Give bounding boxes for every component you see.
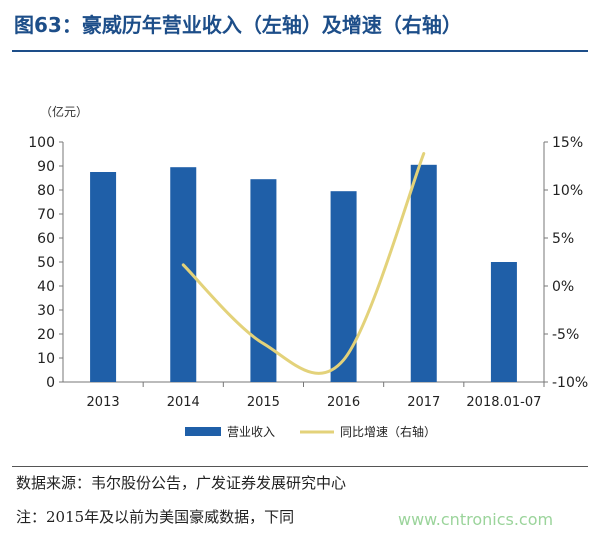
- y-left-tick-label: 10: [37, 351, 55, 367]
- y-right-tick-label: -5%: [552, 327, 579, 343]
- y-left-tick-label: 70: [37, 207, 55, 223]
- revenue-bar: [330, 191, 357, 382]
- revenue-bar: [250, 179, 277, 382]
- x-tick-label: 2017: [407, 395, 440, 410]
- title-divider: [12, 50, 588, 52]
- source-text: 数据来源：韦尔股份公告，广发证券发展研究中心: [16, 474, 347, 492]
- revenue-bar: [410, 164, 437, 382]
- y-left-tick-label: 30: [37, 303, 55, 319]
- y-left-tick-label: 0: [46, 375, 55, 391]
- x-tick-label: 2015: [247, 395, 280, 410]
- revenue-bar: [490, 262, 517, 382]
- legend-line-label: 同比增速（右轴）: [340, 424, 436, 439]
- legend-bar-label: 营业收入: [227, 425, 275, 439]
- growth-rate-line: [181, 152, 426, 375]
- x-tick-label: 2014: [167, 395, 200, 410]
- y-left-tick-label: 80: [37, 183, 55, 199]
- note-text: 注：2015年及以前为美国豪威数据，下同: [16, 508, 295, 526]
- y-left-tick-label: 20: [37, 327, 55, 343]
- y-right-tick-label: 5%: [552, 231, 574, 247]
- revenue-bar: [90, 172, 117, 382]
- chart-title: 图63：豪威历年营业收入（左轴）及增速（右轴）: [14, 13, 462, 37]
- y-left-tick-label: 40: [37, 279, 55, 295]
- y-right-tick-label: 10%: [552, 183, 583, 199]
- x-tick-label: 2016: [327, 395, 360, 410]
- y-left-tick-label: 60: [37, 231, 55, 247]
- chart: （亿元） 0 10 20 30 40 50 60 70 80 90 100 -10% -5% 0% 5% 10%…: [28, 104, 588, 439]
- y-right-tick-label: 0%: [552, 279, 574, 295]
- y-right-tick-label: 15%: [552, 135, 583, 151]
- y-left-tick-label: 90: [37, 159, 55, 175]
- legend-bar-swatch: [185, 427, 221, 436]
- footer-divider: [12, 466, 588, 467]
- y-left-tick-label: 100: [28, 135, 55, 151]
- x-tick-label: 2018.01-07: [466, 395, 541, 410]
- y-left-tick-label: 50: [37, 255, 55, 271]
- y-right-tick-label: -10%: [552, 375, 588, 391]
- unit-label: （亿元）: [40, 104, 88, 119]
- x-tick-label: 2013: [87, 395, 120, 410]
- watermark: www.cntronics.com: [398, 510, 554, 529]
